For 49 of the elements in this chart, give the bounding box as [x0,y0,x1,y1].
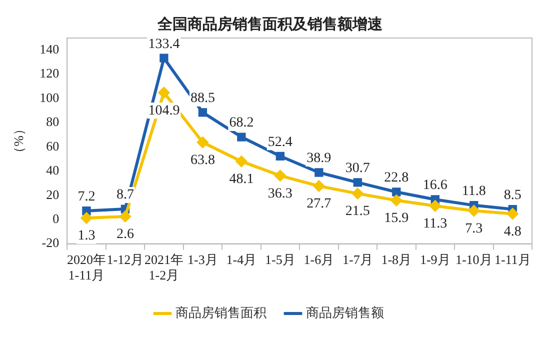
data-label: 11.8 [462,184,486,199]
x-tick-label: 2020年 1-11月 [66,252,106,283]
x-tick-label: 1-3月 [188,252,218,268]
x-tick-label: 1-11月 [494,252,531,268]
y-tick-label: 140 [40,42,60,57]
data-label: 104.9 [148,103,180,118]
data-label: 7.3 [465,221,483,236]
data-label: 7.2 [78,190,96,205]
y-tick-label: 40 [46,162,60,178]
x-tick-label: 1-12月 [106,252,144,268]
data-label: 36.3 [268,186,292,202]
x-tick-label: 1-7月 [342,252,373,268]
data-label: 30.7 [345,161,370,176]
y-axis-title: （%） [11,122,26,160]
data-label: 1.3 [78,228,96,244]
data-label: 16.6 [422,178,448,194]
data-label: 52.4 [268,134,292,150]
data-label: 15.9 [384,211,409,226]
y-tick-label: 20 [46,186,60,202]
x-tick-label: 1-6月 [304,252,334,268]
data-label: 27.7 [306,196,332,212]
legend-label: 商品房销售额 [306,304,384,321]
data-label: 88.5 [190,91,215,106]
x-tick-label: 1-10月 [455,252,492,268]
data-label: 11.3 [423,216,448,232]
x-tick-label: 2021年 1-2月 [144,252,184,283]
x-tick-label: 1-9月 [420,252,450,268]
data-label: 21.5 [345,204,370,220]
data-label: 133.4 [148,36,180,52]
data-label: 68.2 [229,116,254,131]
y-tick-label: 100 [40,90,60,105]
data-label: 48.1 [229,172,254,188]
y-tick-label: 120 [40,66,60,81]
data-label: 8.5 [504,188,522,203]
data-label: 4.8 [504,224,522,240]
data-label: 22.8 [384,170,409,186]
y-tick-label: 80 [46,114,60,130]
y-tick-label: -20 [42,235,60,250]
data-label: 38.9 [306,151,332,166]
data-label: 2.6 [116,227,134,242]
x-tick-label: 1-5月 [265,252,296,268]
chart-title: 全国商品房销售面积及销售额增速 [156,14,384,33]
data-label: 8.7 [116,188,134,203]
data-label: 63.8 [190,153,215,168]
legend-label: 商品房销售面积 [176,304,266,321]
x-tick-label: 1-8月 [381,252,412,268]
y-tick-label: 0 [52,211,60,226]
y-tick-label: 60 [46,138,60,154]
x-tick-label: 1-4月 [226,252,257,268]
